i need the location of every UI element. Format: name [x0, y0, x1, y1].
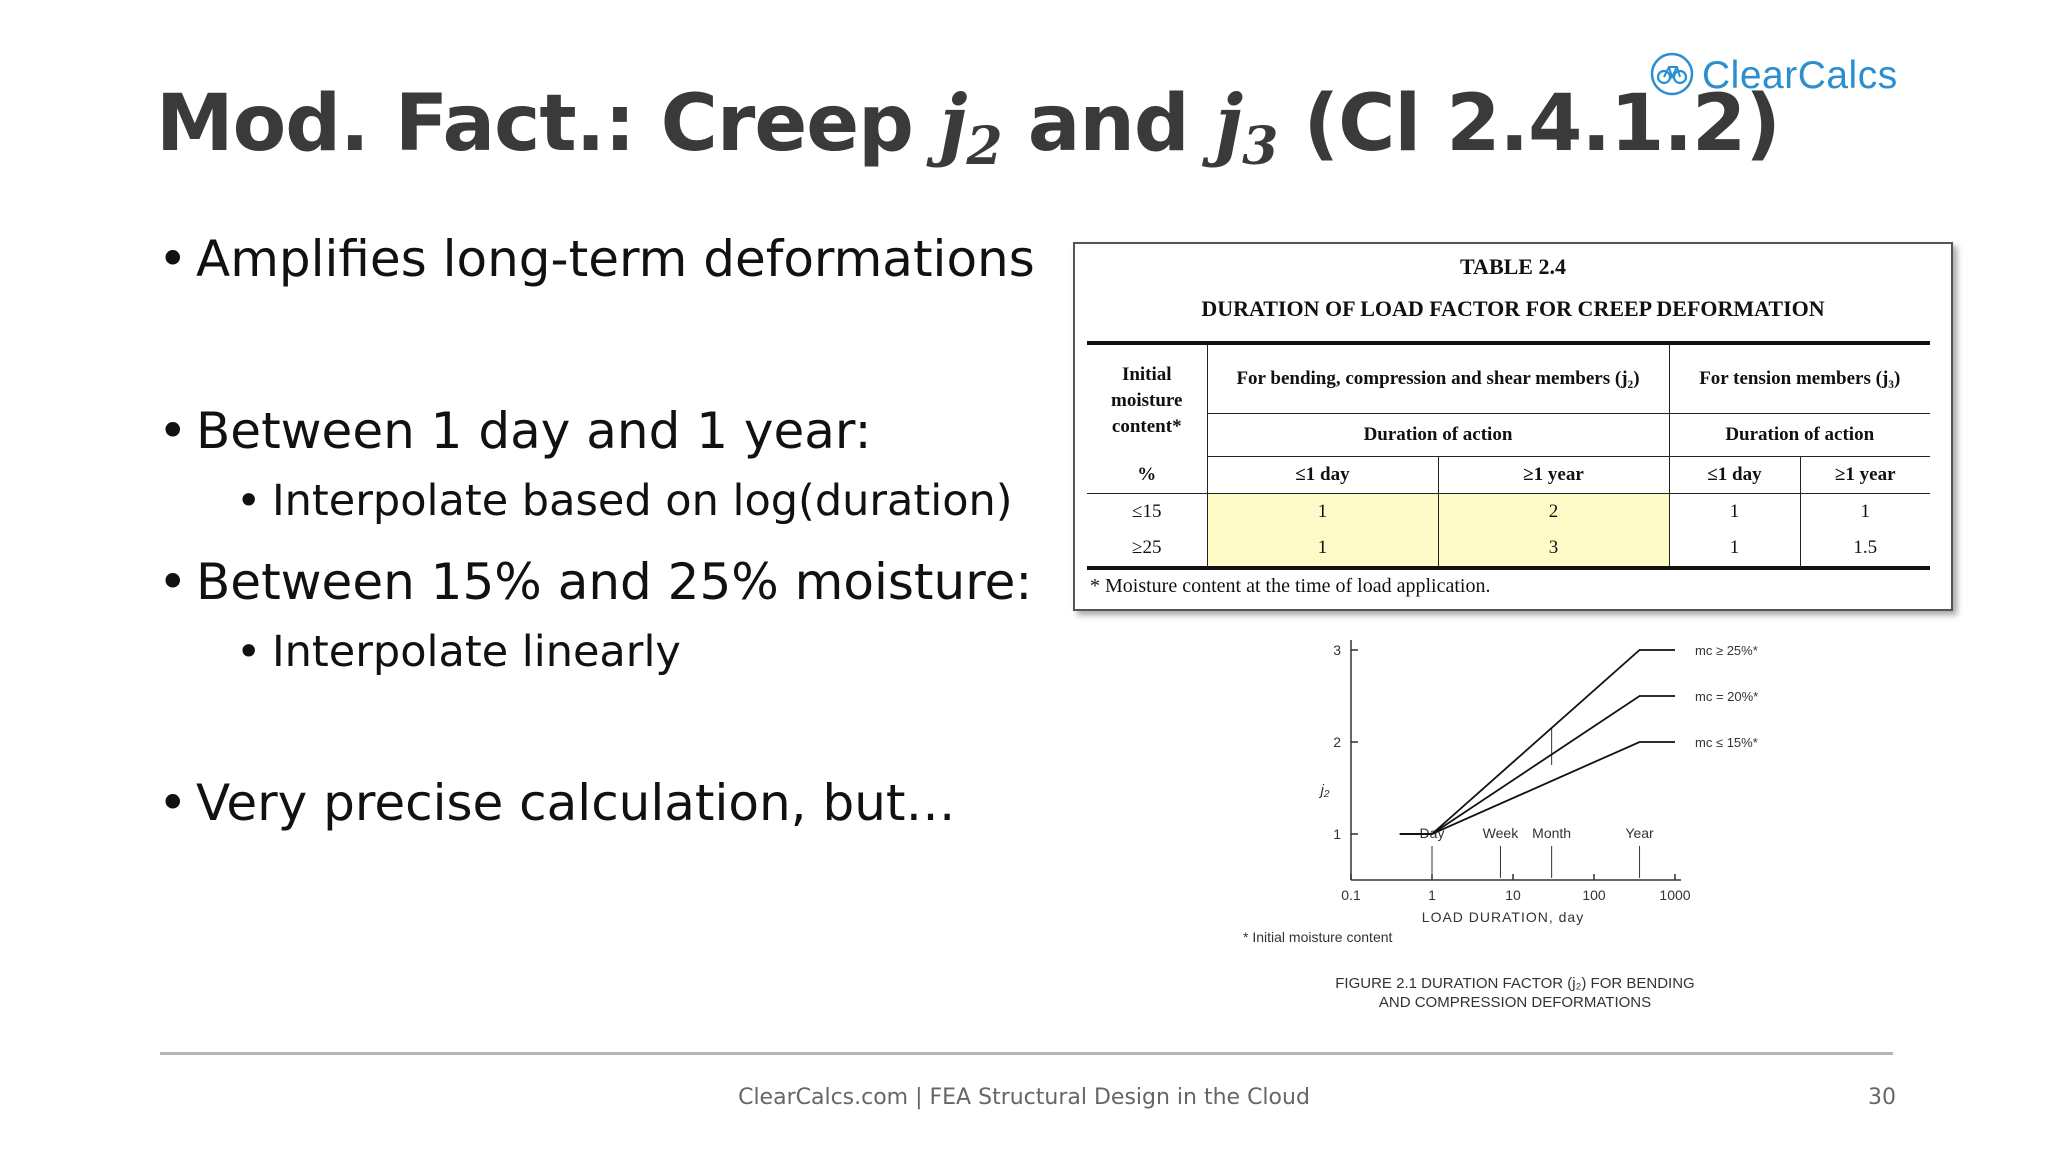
bullet-1: • Amplifies long-term deformations: [158, 230, 1035, 288]
sub-bullet-text: Interpolate based on log(duration): [272, 476, 1013, 526]
cell-moisture: ≤15: [1087, 493, 1208, 530]
footer-divider: [160, 1052, 1893, 1055]
header-tension: For tension members (j₃): [1669, 341, 1930, 414]
cell-j3-day: 1: [1669, 530, 1801, 570]
header-duration-tension: Duration of action: [1669, 413, 1930, 457]
duration-marker-label: Year: [1625, 825, 1654, 841]
clearcalcs-logo: ClearCalcs: [1650, 52, 1898, 100]
page-number: 30: [1868, 1085, 1896, 1110]
x-tick-label: 10: [1505, 887, 1521, 903]
duration-marker-label: Month: [1532, 825, 1571, 841]
table-2-4: TABLE 2.4 DURATION OF LOAD FACTOR FOR CR…: [1073, 242, 1953, 611]
title-sub-2: 2: [966, 116, 1002, 177]
duration-marker-label: Week: [1483, 825, 1520, 841]
y-tick-label: 2: [1333, 734, 1341, 750]
sub-bullet-2: • Interpolate based on log(duration): [236, 476, 1013, 526]
header-moisture: Initial moisture content*: [1087, 341, 1208, 457]
table-row: ≥25 1 3 1 1.5: [1087, 530, 1930, 570]
header-duration-bending: Duration of action: [1207, 413, 1670, 457]
bullet-4: • Very precise calculation, but…: [158, 774, 956, 832]
x-axis-label: LOAD DURATION, day: [1422, 909, 1584, 925]
x-tick-label: 0.1: [1341, 887, 1361, 903]
sub-bullet-3: • Interpolate linearly: [236, 627, 681, 677]
chart-caption-line-1: FIGURE 2.1 DURATION FACTOR (j₂) FOR BEND…: [1335, 975, 1694, 992]
y-tick-label: 3: [1333, 642, 1341, 658]
bullet-text: Very precise calculation, but…: [196, 774, 956, 832]
footer-text: ClearCalcs.com | FEA Structural Design i…: [738, 1085, 1310, 1110]
x-tick-label: 1000: [1659, 887, 1690, 903]
cell-j3-day: 1: [1669, 493, 1801, 530]
x-tick-label: 100: [1582, 887, 1606, 903]
sub-bullet-text: Interpolate linearly: [272, 627, 681, 677]
bullet-3: • Between 15% and 25% moisture:: [158, 553, 1033, 611]
series-line: [1399, 649, 1675, 835]
header-bending: For bending, compression and shear membe…: [1207, 341, 1670, 414]
bullet-2: • Between 1 day and 1 year:: [158, 402, 872, 460]
cell-moisture: ≥25: [1087, 530, 1208, 570]
cell-j2-day: 1: [1207, 530, 1439, 570]
series-label: mc ≤ 15%*: [1695, 735, 1758, 750]
x-tick-label: 1: [1428, 887, 1436, 903]
header-unit: %: [1087, 456, 1208, 494]
bullet-text: Between 1 day and 1 year:: [196, 402, 872, 460]
bicycle-icon: [1650, 52, 1694, 100]
title-suffix: (Cl 2.4.1.2): [1277, 79, 1780, 169]
y-tick-label: 1: [1333, 826, 1341, 842]
chart-caption-line-2: AND COMPRESSION DEFORMATIONS: [1379, 994, 1651, 1011]
header-j3-year: ≥1 year: [1800, 456, 1930, 494]
bullet-text: Amplifies long-term deformations: [196, 230, 1035, 288]
cell-j2-year: 2: [1438, 493, 1670, 530]
logo-text: ClearCalcs: [1702, 54, 1898, 97]
series-label: mc ≥ 25%*: [1695, 643, 1758, 658]
table-footnote: * Moisture content at the time of load a…: [1090, 575, 1491, 597]
cell-j2-year: 3: [1438, 530, 1670, 570]
cell-j2-day: 1: [1207, 493, 1439, 530]
title-mid: and: [1001, 79, 1215, 169]
title-var-j2: j: [939, 78, 967, 169]
chart-annotation: * Initial moisture content: [1243, 929, 1393, 945]
table-caption: DURATION OF LOAD FACTOR FOR CREEP DEFORM…: [1201, 296, 1825, 321]
slide-title: Mod. Fact.: Creep j2 and j3 (Cl 2.4.1.2): [156, 78, 1781, 177]
creep-factor-table: Initial moisture content* For bending, c…: [1087, 341, 1930, 570]
title-var-j3: j: [1214, 78, 1243, 169]
bullet-text: Between 15% and 25% moisture:: [196, 553, 1033, 611]
cell-j3-year: 1: [1800, 493, 1930, 530]
title-sub-3: 3: [1242, 116, 1278, 177]
series-label: mc = 20%*: [1695, 689, 1758, 704]
header-j2-year: ≥1 year: [1438, 456, 1670, 494]
table-row: ≤15 1 2 1 1: [1087, 493, 1930, 530]
header-j2-day: ≤1 day: [1207, 456, 1439, 494]
cell-j3-year: 1.5: [1800, 530, 1930, 570]
table-number: TABLE 2.4: [1460, 254, 1566, 279]
series-line: [1399, 695, 1675, 835]
header-j3-day: ≤1 day: [1669, 456, 1801, 494]
title-prefix: Mod. Fact.: Creep: [156, 79, 940, 169]
y-axis-label: j₂: [1318, 782, 1329, 799]
series-line: [1399, 741, 1675, 835]
